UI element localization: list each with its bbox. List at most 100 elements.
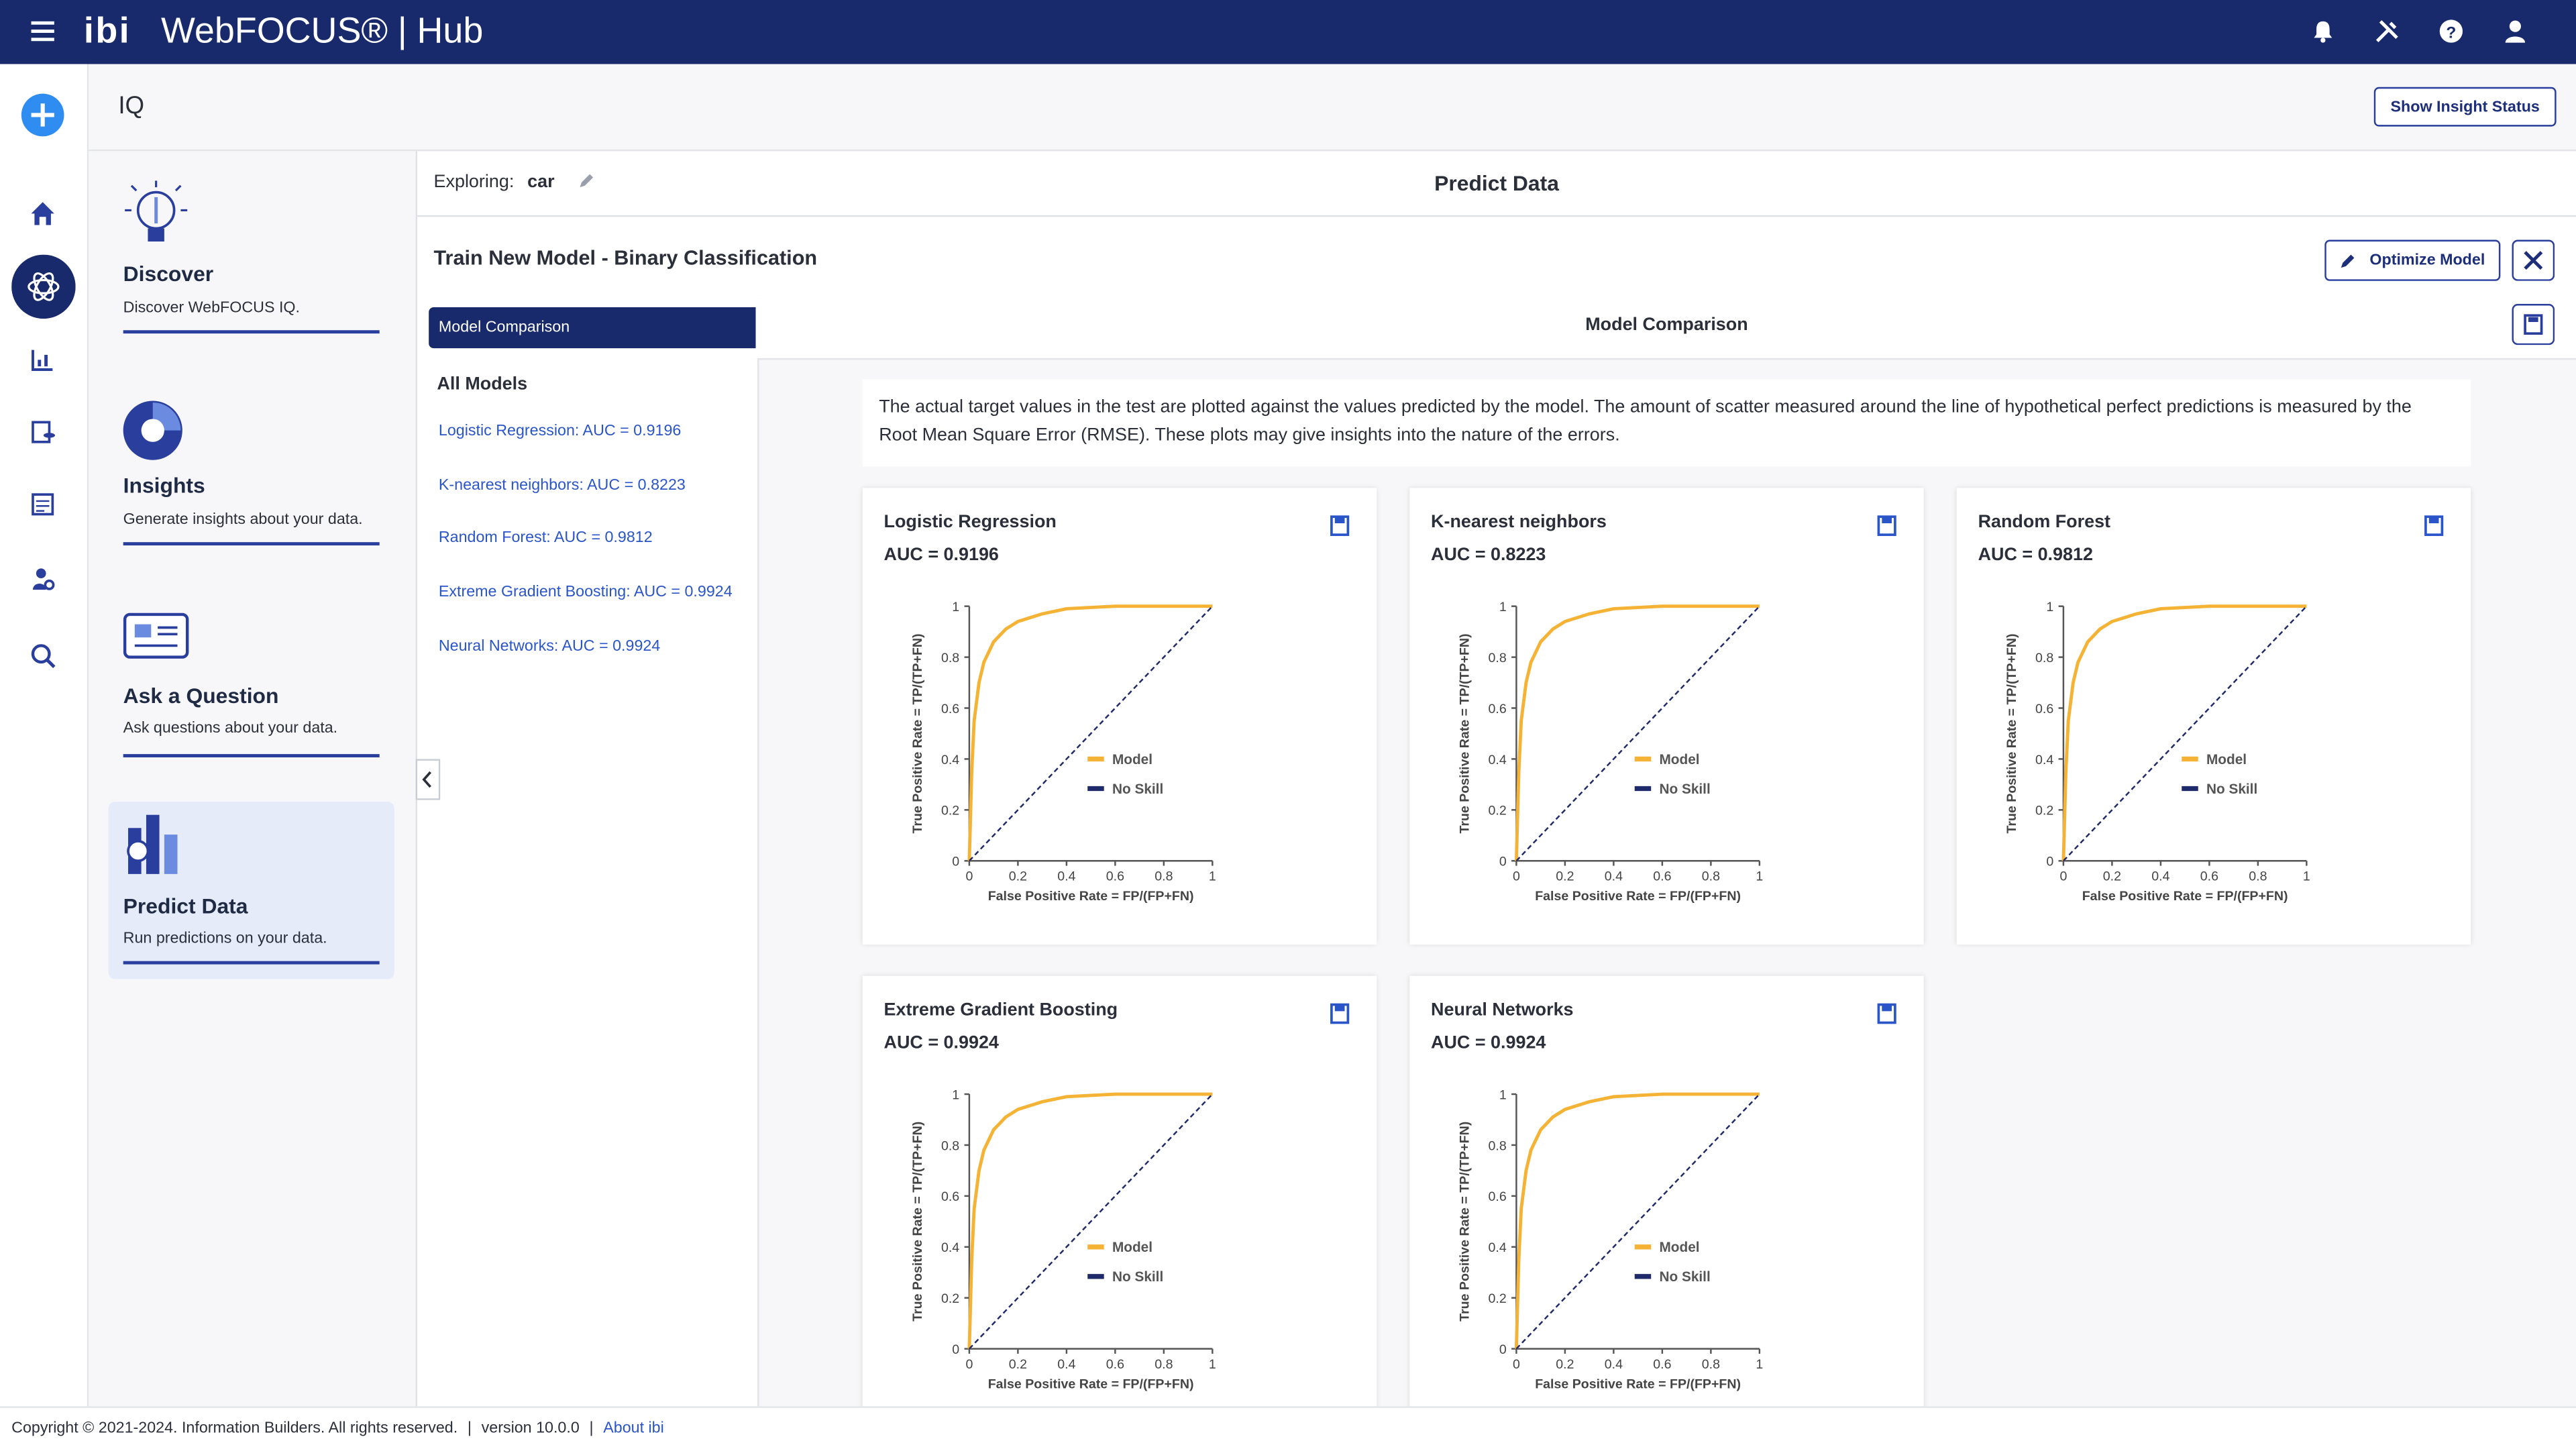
x-axis-label: False Positive Rate = FP/(FP+FN): [2082, 889, 2288, 904]
series-line: [1514, 604, 1760, 861]
x-axis-label: False Positive Rate = FP/(FP+FN): [988, 1377, 1194, 1391]
x-tick-label: 0.8: [2249, 869, 2267, 884]
product: WebFOCUS®: [161, 9, 388, 51]
series-line: [969, 1093, 1214, 1350]
page-title: IQ: [118, 92, 145, 120]
y-axis-label: True Positive Rate = TP/(TP+FN): [1457, 633, 1472, 833]
optimize-model-button[interactable]: Optimize Model: [2324, 239, 2501, 281]
chart-title: K-nearest neighbors: [1431, 511, 1607, 531]
top-bar: ibi WebFOCUS® | Hub ?: [0, 0, 2576, 64]
exploring-label: Exploring:: [433, 172, 515, 193]
search-icon[interactable]: [30, 643, 56, 669]
model-link[interactable]: Neural Networks: AUC = 0.9924: [438, 637, 661, 656]
chart: Extreme Gradient Boosting AUC = 0.9924 0 0.…: [884, 999, 1350, 1391]
version: version 10.0.0: [481, 1419, 580, 1438]
save-icon[interactable]: [1330, 515, 1350, 536]
chart-card: Logistic Regression AUC = 0.9196 0 0.2 0.4 0.…: [862, 488, 1377, 945]
nav-underline: [123, 961, 380, 965]
user-icon[interactable]: [2502, 18, 2528, 44]
nav-underline: [123, 754, 380, 757]
series-line: [969, 605, 1214, 862]
model-link[interactable]: Random Forest: AUC = 0.9812: [438, 529, 653, 547]
separator: |: [397, 9, 407, 51]
save-icon-body: [1330, 1003, 1350, 1024]
about-link[interactable]: About ibi: [603, 1419, 664, 1438]
data-icon[interactable]: [30, 419, 56, 445]
collapse-button[interactable]: [415, 759, 441, 800]
x-tick-label: 0.6: [1106, 869, 1124, 884]
series-line: [2063, 605, 2308, 862]
home-icon[interactable]: [30, 201, 56, 227]
x-axis-label: False Positive Rate = FP/(FP+FN): [988, 889, 1194, 904]
iq-icon-active[interactable]: [11, 254, 76, 319]
save-icon[interactable]: [1877, 1003, 1896, 1024]
save-icon[interactable]: [1877, 515, 1896, 536]
predict-data-icon[interactable]: [121, 812, 187, 877]
save-icon[interactable]: [1330, 1003, 1350, 1024]
legend-label: Model: [1659, 752, 1699, 767]
footer-text: Copyright © 2021-2024. Information Build…: [11, 1419, 664, 1438]
x-tick-label: 0.2: [1009, 869, 1027, 884]
reports-icon[interactable]: [30, 347, 56, 373]
nav-title[interactable]: Predict Data: [123, 894, 248, 918]
insights-icon[interactable]: [118, 398, 187, 464]
nav-title[interactable]: Insights: [123, 473, 205, 498]
legend-label: Model: [1112, 752, 1152, 767]
chart-subtitle: AUC = 0.9812: [1978, 544, 2093, 564]
edit-icon[interactable]: [578, 172, 594, 189]
ask-question-icon[interactable]: [121, 608, 194, 667]
save-button[interactable]: [2512, 304, 2555, 345]
page-header: IQ Show Insight Status: [89, 64, 2576, 152]
nav-title[interactable]: Ask a Question: [123, 683, 279, 708]
chart-card: Neural Networks AUC = 0.9924 0 0.2 0.4 0.6 0.8…: [1409, 975, 1924, 1407]
train-title: Train New Model - Binary Classification: [433, 246, 818, 270]
copyright: Copyright © 2021-2024. Information Build…: [11, 1419, 458, 1438]
menu-button[interactable]: [30, 18, 56, 44]
content-icon[interactable]: [30, 491, 56, 517]
footer-sep: |: [589, 1419, 594, 1438]
brand-logo[interactable]: ibi: [83, 9, 131, 51]
x-axis-label: False Positive Rate = FP/(FP+FN): [1535, 1377, 1741, 1391]
x-tick-label: 1: [1209, 1357, 1216, 1372]
save-icon-shutter: [1882, 517, 1892, 524]
nav-description: Discover WebFOCUS IQ.: [123, 299, 300, 317]
x-tick-label: 0.2: [1556, 869, 1574, 884]
y-tick-label: 0.8: [1488, 1138, 1506, 1153]
model-link[interactable]: Logistic Regression: AUC = 0.9196: [438, 422, 682, 441]
model-link[interactable]: Extreme Gradient Boosting: AUC = 0.9924: [438, 583, 733, 602]
discover-icon[interactable]: [121, 177, 191, 250]
nav-description: Run predictions on your data.: [123, 930, 327, 949]
create-button[interactable]: [19, 92, 66, 138]
nav-title[interactable]: Discover: [123, 261, 214, 286]
exploring-value: car: [527, 172, 555, 193]
help-icon[interactable]: ?: [2438, 18, 2464, 44]
nav-description: Ask questions about your data.: [123, 719, 338, 738]
x-tick-label: 0: [965, 1357, 973, 1372]
save-icon[interactable]: [2424, 515, 2444, 536]
chart: Logistic Regression AUC = 0.9196 0 0.2 0.4 0.…: [884, 511, 1350, 904]
y-axis-label: True Positive Rate = TP/(TP+FN): [910, 1122, 925, 1322]
show-insight-status-button[interactable]: Show Insight Status: [2373, 87, 2557, 127]
y-tick-label: 0.8: [1488, 651, 1506, 665]
model-comparison-tab[interactable]: Model Comparison: [429, 307, 756, 349]
x-tick-label: 0.6: [1653, 869, 1671, 884]
side-rail: [0, 64, 89, 1407]
close-button[interactable]: [2512, 239, 2555, 281]
explore-bar: Exploring: car Predict Data: [417, 151, 2576, 217]
x-tick-label: 0.8: [1702, 1357, 1720, 1372]
notifications-icon[interactable]: [2310, 18, 2336, 44]
x-tick-label: 0.8: [1702, 869, 1720, 884]
y-tick-label: 1: [2046, 600, 2053, 614]
y-tick-label: 1: [952, 600, 959, 614]
legend-label: Model: [1112, 1240, 1152, 1255]
comparison-header: Model Comparison: [757, 299, 2576, 360]
y-tick-label: 0.8: [941, 1138, 959, 1153]
x-tick-label: 0: [1513, 869, 1520, 884]
admin-icon[interactable]: [30, 565, 56, 591]
series-line: [1515, 605, 1760, 862]
x-tick-label: 0.4: [2151, 869, 2169, 884]
tools-icon[interactable]: [2374, 18, 2400, 44]
model-link[interactable]: K-nearest neighbors: AUC = 0.8223: [438, 476, 686, 495]
x-tick-label: 0.4: [1057, 1357, 1075, 1372]
